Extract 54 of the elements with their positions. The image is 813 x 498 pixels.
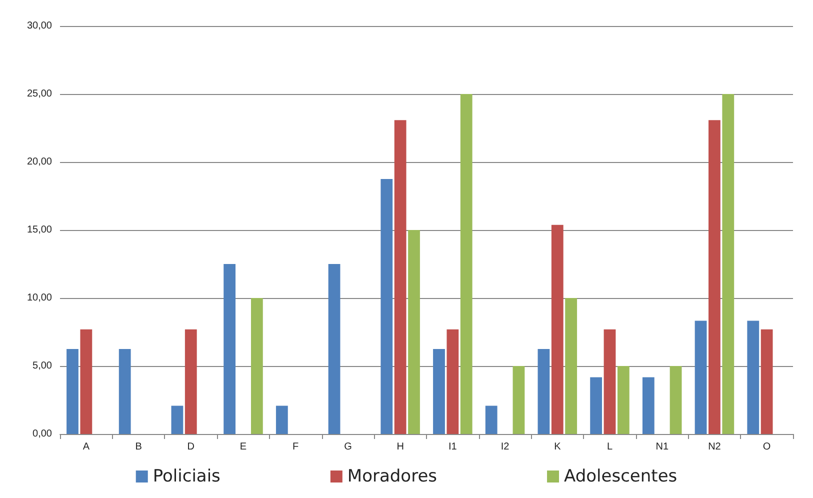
x-tick-label: A <box>82 442 90 452</box>
bar <box>171 406 184 434</box>
y-tick-label: 0,00 <box>32 428 52 440</box>
x-tick-label: B <box>135 442 142 452</box>
x-tick-label: F <box>292 442 299 452</box>
x-tick-label: N2 <box>708 442 722 452</box>
legend-label: Adolescentes <box>564 466 678 486</box>
x-tick-label: E <box>240 442 247 452</box>
bar <box>394 120 406 434</box>
y-tick-label: 10,00 <box>26 292 52 304</box>
x-tick-label: I1 <box>448 442 458 452</box>
bar <box>460 94 472 434</box>
bar <box>722 94 734 434</box>
bar <box>485 406 498 434</box>
bar <box>747 320 760 434</box>
bar <box>694 320 707 434</box>
y-tick-label: 15,00 <box>26 224 52 236</box>
bar <box>670 366 682 434</box>
bar <box>590 377 602 434</box>
bar <box>642 377 654 434</box>
x-tick-label: L <box>606 442 613 452</box>
bar <box>551 224 564 434</box>
bar <box>604 329 616 434</box>
bar <box>118 349 131 434</box>
bar <box>276 406 288 434</box>
y-tick-label: 30,00 <box>26 20 52 32</box>
x-tick-label: O <box>762 442 771 452</box>
bar <box>446 329 459 434</box>
bar <box>408 230 420 434</box>
bar <box>433 349 445 434</box>
y-tick-label: 25,00 <box>26 88 52 100</box>
bar <box>565 298 578 434</box>
x-tick-label: H <box>396 442 404 452</box>
y-tick-label: 5,00 <box>32 360 52 372</box>
bar <box>66 349 78 434</box>
bar <box>380 179 393 434</box>
x-tick-label: G <box>344 442 352 452</box>
legend-label: Policiais <box>152 466 221 486</box>
bar <box>250 298 263 434</box>
bar <box>708 120 720 434</box>
bar <box>760 329 773 434</box>
bar <box>184 329 197 434</box>
x-tick-label: I2 <box>500 442 510 452</box>
bar <box>224 264 236 434</box>
bar <box>512 366 525 434</box>
bar <box>328 264 340 434</box>
x-tick-label: D <box>187 442 195 452</box>
bar <box>80 329 92 434</box>
bar <box>617 366 630 434</box>
bar <box>538 349 550 434</box>
x-tick-label: K <box>554 442 562 452</box>
x-tick-label: N1 <box>656 442 669 452</box>
legend-label: Moradores <box>347 466 438 486</box>
y-tick-label: 20,00 <box>26 156 52 168</box>
